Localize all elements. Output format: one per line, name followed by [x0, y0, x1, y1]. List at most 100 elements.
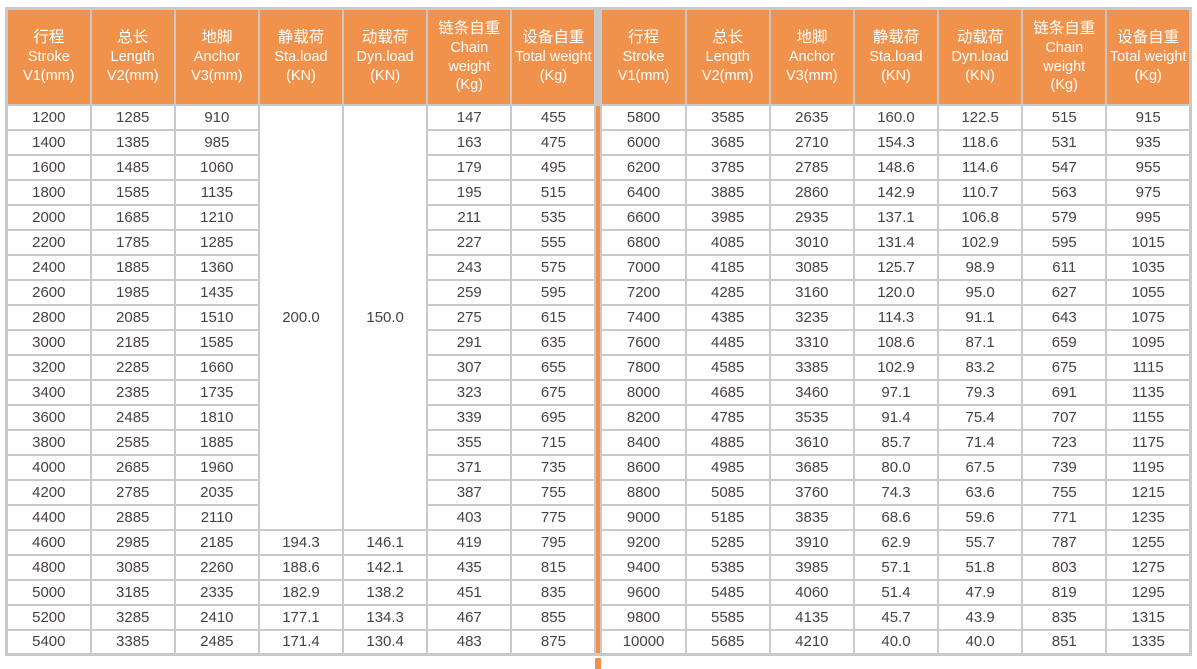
cell-stroke: 9600 [600, 578, 687, 606]
cell-dyn-load: 40.0 [937, 628, 1024, 656]
header-label-unit: (KN) [881, 67, 911, 84]
cell-dyn-load: 43.9 [937, 603, 1024, 631]
cell-total-weight: 695 [510, 403, 597, 431]
cell-length: 2785 [89, 478, 176, 506]
cell-total-weight: 1195 [1105, 453, 1192, 481]
cell-dyn-load: 134.3 [342, 603, 429, 631]
center-divider-strip [594, 103, 603, 656]
header-label-cn: 总长 [712, 28, 744, 46]
header-cell-chain-weight: 链条自重 Chain weight (Kg) [426, 7, 513, 106]
cell-anchor: 2860 [768, 178, 855, 206]
cell-stroke: 9400 [600, 553, 687, 581]
cell-total-weight: 655 [510, 353, 597, 381]
cell-stroke: 3200 [5, 353, 92, 381]
cell-anchor: 1960 [173, 453, 260, 481]
header-label-en: Total weight [1109, 49, 1187, 66]
cell-stroke: 7200 [600, 278, 687, 306]
cell-total-weight: 775 [510, 503, 597, 531]
cell-total-weight: 975 [1105, 178, 1192, 206]
table-row: 4000 2685 1960 371 735 8600 4985 3685 80.0 67.5 73… [5, 453, 1192, 481]
cell-length: 2685 [89, 453, 176, 481]
cell-stroke: 5800 [600, 103, 687, 131]
cell-total-weight: 535 [510, 203, 597, 231]
cell-total-weight: 615 [510, 303, 597, 331]
cell-dyn-load: 75.4 [937, 403, 1024, 431]
header-label-unit: (Kg) [1050, 77, 1078, 94]
cell-length: 1285 [89, 103, 176, 131]
header-label-en: Sta.load [869, 49, 923, 66]
cell-total-weight: 515 [510, 178, 597, 206]
cell-stroke: 8200 [600, 403, 687, 431]
cell-length: 3285 [89, 603, 176, 631]
table-row: 1400 1385 985 163 475 6000 3685 2710 154.3 118.6 5… [5, 128, 1192, 156]
cell-anchor: 2410 [173, 603, 260, 631]
cell-anchor: 2785 [768, 153, 855, 181]
cell-chain-weight: 691 [1021, 378, 1108, 406]
cell-stroke: 4600 [5, 528, 92, 556]
table-row: 5200 3285 2410 177.1 134.3 467 855 9800 5585 4135… [5, 603, 1192, 631]
table-row: 4800 3085 2260 188.6 142.1 435 815 9400 5385 3985… [5, 553, 1192, 581]
cell-chain-weight: 771 [1021, 503, 1108, 531]
cell-total-weight: 1235 [1105, 503, 1192, 531]
cell-stroke: 2600 [5, 278, 92, 306]
cell-dyn-load: 114.6 [937, 153, 1024, 181]
cell-anchor: 3310 [768, 328, 855, 356]
cell-sta-load: 45.7 [852, 603, 940, 631]
cell-total-weight: 1015 [1105, 228, 1192, 256]
cell-stroke: 6800 [600, 228, 687, 256]
cell-total-weight: 475 [510, 128, 597, 156]
cell-length: 1585 [89, 178, 176, 206]
header-label-cn: 动载荷 [361, 28, 409, 46]
cell-anchor: 2335 [173, 578, 260, 606]
cell-stroke: 9000 [600, 503, 687, 531]
header-label-en: Chain weight [1043, 40, 1086, 75]
cell-chain-weight: 675 [1021, 353, 1108, 381]
cell-total-weight: 1135 [1105, 378, 1192, 406]
cell-total-weight: 495 [510, 153, 597, 181]
cell-sta-load: 91.4 [852, 403, 940, 431]
cell-stroke: 8600 [600, 453, 687, 481]
header-label-unit: (Kg) [455, 77, 483, 94]
cell-sta-load: 137.1 [852, 203, 940, 231]
cell-total-weight: 735 [510, 453, 597, 481]
cell-stroke: 4400 [5, 503, 92, 531]
cell-stroke: 2000 [5, 203, 92, 231]
table-row: 4600 2985 2185 194.3 146.1 419 795 9200 5285 3910… [5, 528, 1192, 556]
cell-stroke: 2800 [5, 303, 92, 331]
header-label-en: Length [110, 49, 155, 66]
cell-chain-weight: 723 [1021, 428, 1108, 456]
cell-length: 2185 [89, 328, 176, 356]
cell-total-weight: 1275 [1105, 553, 1192, 581]
cell-length: 1985 [89, 278, 176, 306]
cell-anchor: 2035 [173, 478, 260, 506]
table-row: 5000 3185 2335 182.9 138.2 451 835 9600 5485 4060… [5, 578, 1192, 606]
header-label-cn: 行程 [33, 28, 65, 46]
cell-length: 4285 [684, 278, 771, 306]
cell-length: 3385 [89, 628, 176, 656]
cell-chain-weight: 643 [1021, 303, 1108, 331]
cell-stroke: 6600 [600, 203, 687, 231]
cell-chain-weight: 275 [426, 303, 513, 331]
cell-anchor: 1360 [173, 253, 260, 281]
cell-stroke: 7400 [600, 303, 687, 331]
cell-dyn-load: 87.1 [937, 328, 1024, 356]
cell-sta-load: 154.3 [852, 128, 940, 156]
cell-chain-weight: 227 [426, 228, 513, 256]
cell-sta-load: 171.4 [257, 628, 345, 656]
cell-sta-load: 120.0 [852, 278, 940, 306]
cell-anchor: 4210 [768, 628, 855, 656]
cell-chain-weight: 611 [1021, 253, 1108, 281]
cell-total-weight: 875 [510, 628, 597, 656]
cell-length: 3685 [684, 128, 771, 156]
cell-total-weight: 795 [510, 528, 597, 556]
cell-sta-load: 131.4 [852, 228, 940, 256]
cell-chain-weight: 627 [1021, 278, 1108, 306]
table-row: 2000 1685 1210 211 535 6600 3985 2935 137.1 106.8… [5, 203, 1192, 231]
cell-total-weight: 835 [510, 578, 597, 606]
header-label-en: Anchor [193, 49, 240, 66]
cell-stroke: 6000 [600, 128, 687, 156]
cell-length: 1385 [89, 128, 176, 156]
cell-chain-weight: 787 [1021, 528, 1108, 556]
cell-stroke: 2200 [5, 228, 92, 256]
cell-sta-load: 160.0 [852, 103, 940, 131]
